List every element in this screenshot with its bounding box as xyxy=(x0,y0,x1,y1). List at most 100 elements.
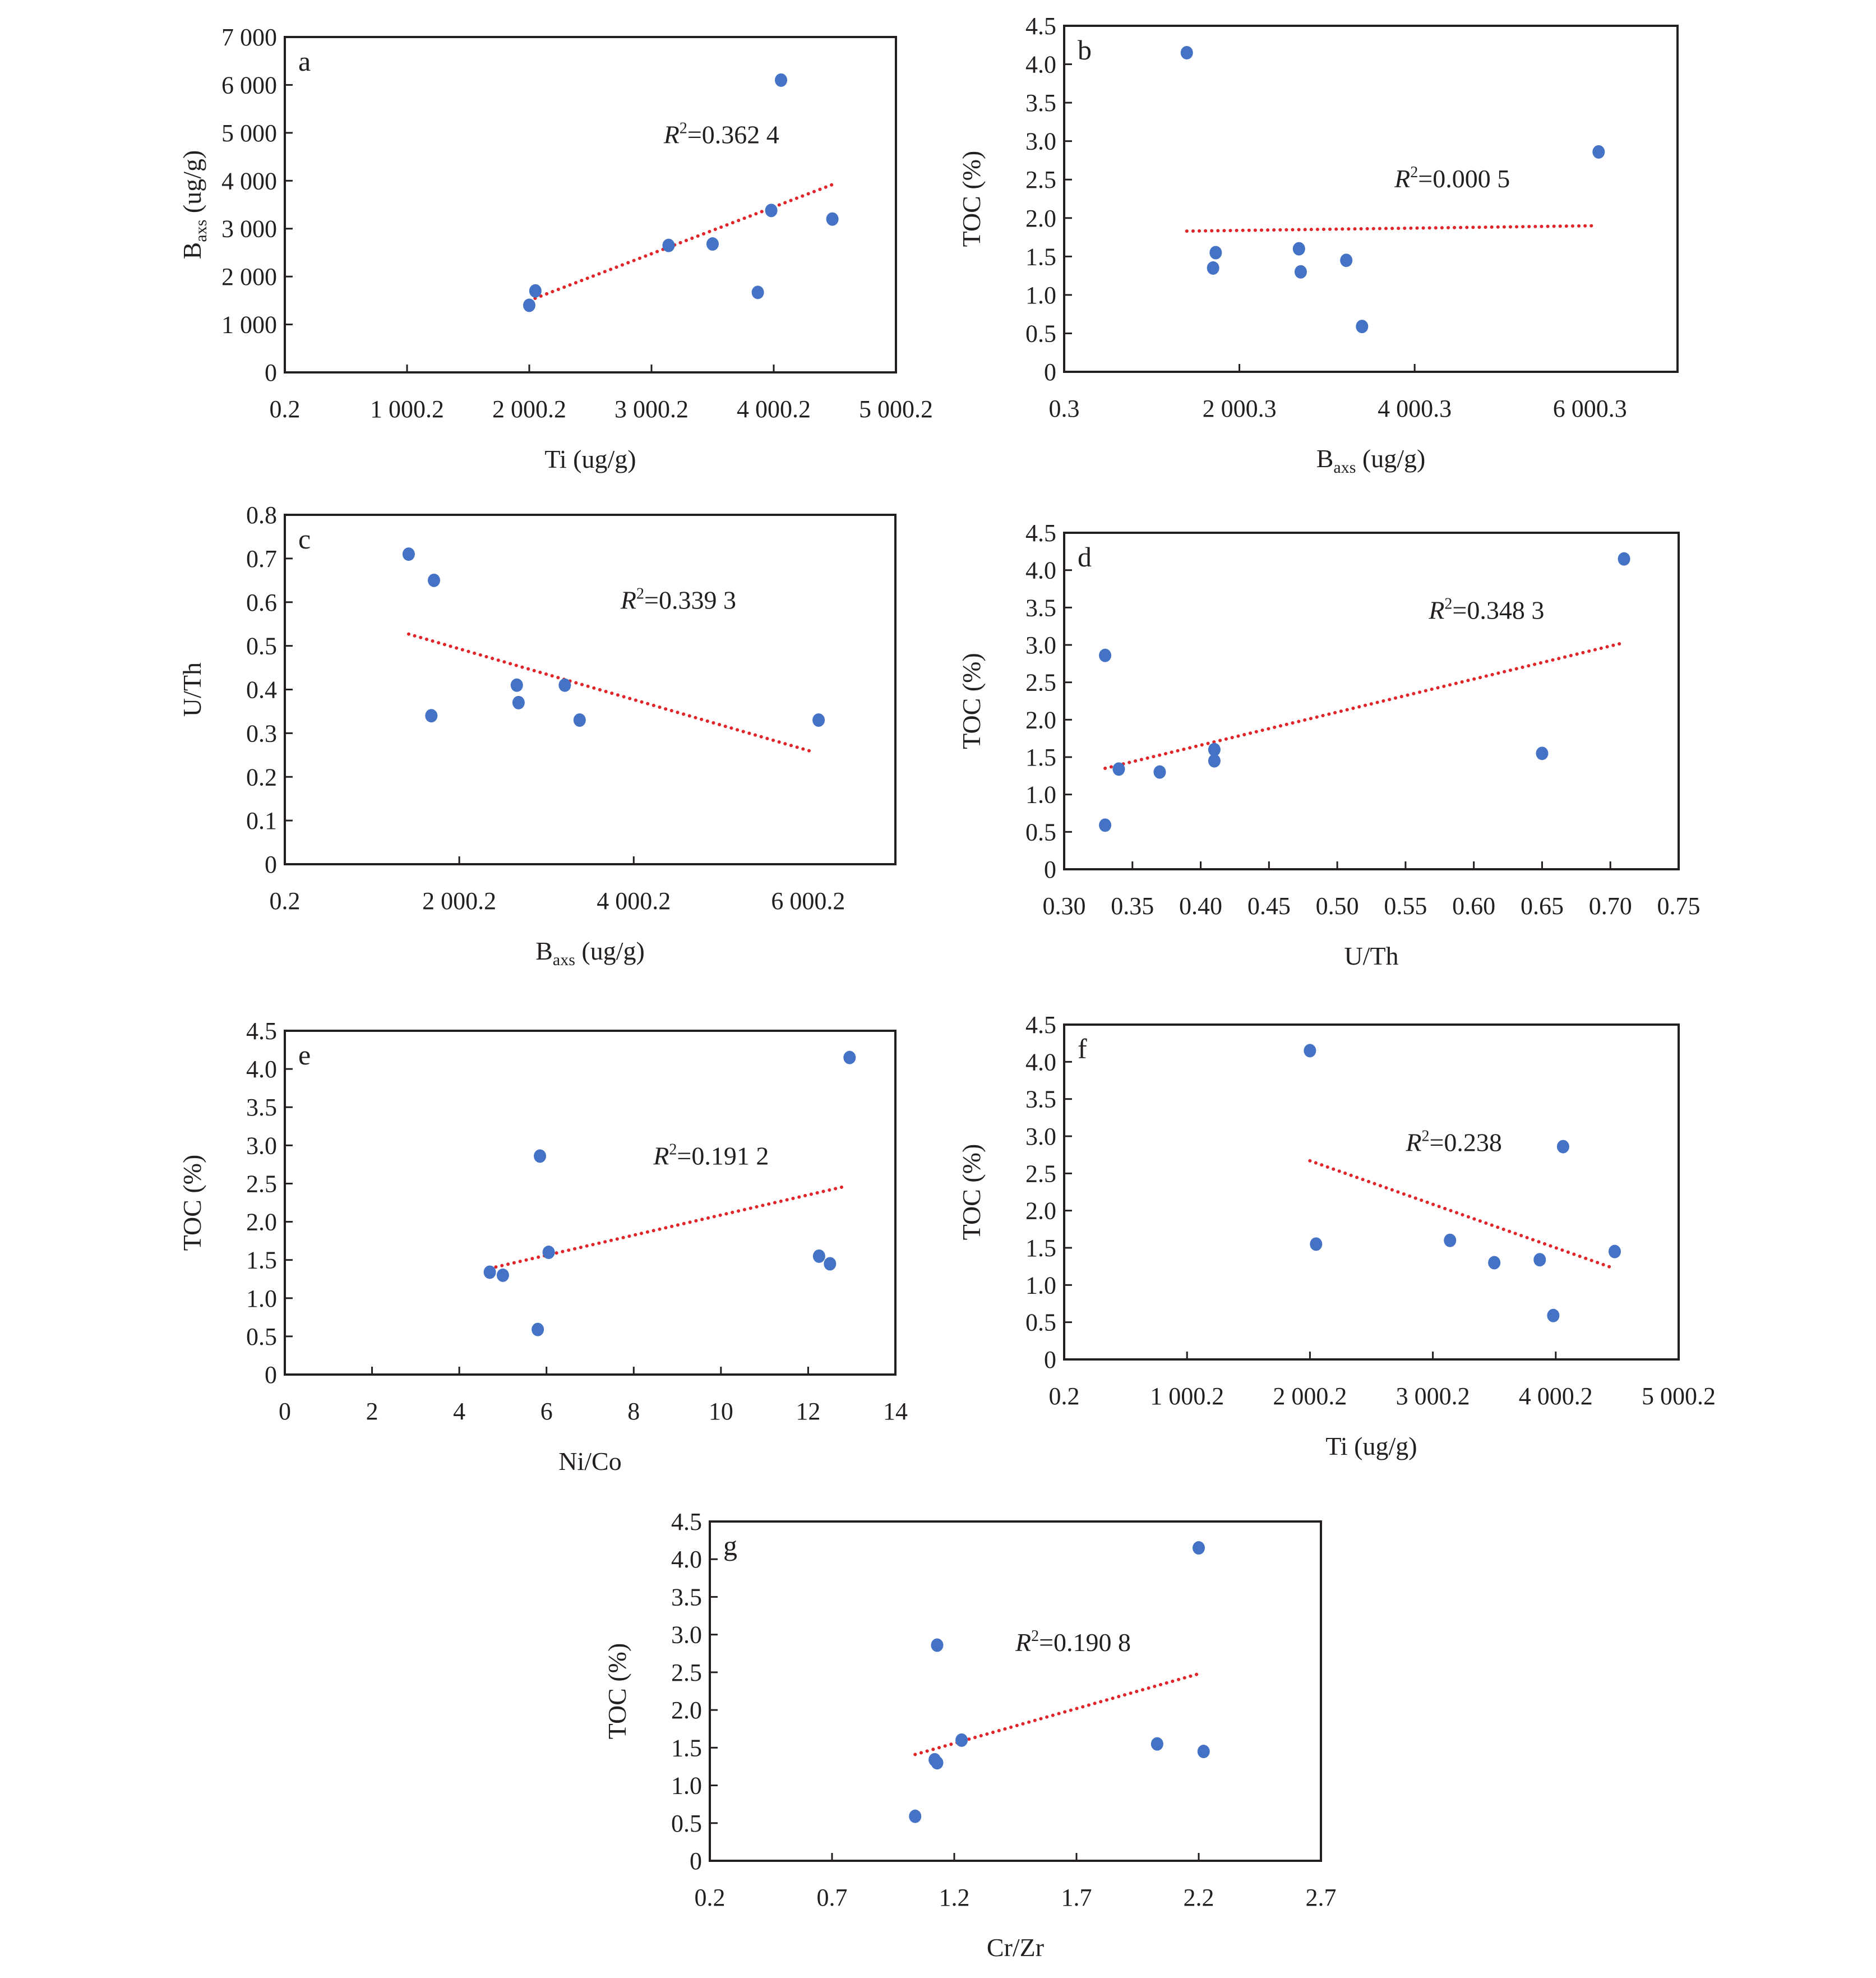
y-tick-label: 4.0 xyxy=(1025,51,1056,79)
trendline xyxy=(488,1184,849,1270)
data-point xyxy=(1556,1140,1569,1154)
data-point xyxy=(510,678,523,692)
r-superscript: 2 xyxy=(1031,1627,1039,1645)
data-point xyxy=(1592,145,1605,159)
y-axis-label: TOC (%) xyxy=(178,1155,206,1251)
r-squared-label: R2=0.238 xyxy=(1405,1128,1502,1157)
data-point xyxy=(1618,552,1630,566)
y-tick-label: 2.5 xyxy=(1025,166,1056,193)
x-tick-label: 0.2 xyxy=(270,395,301,423)
x-tick-label: 4 000.3 xyxy=(1378,395,1452,422)
data-point xyxy=(706,237,719,251)
y-tick-label: 4.0 xyxy=(1025,1048,1056,1076)
r-symbol: R xyxy=(1428,596,1444,624)
y-tick-label: 4.5 xyxy=(671,1508,702,1536)
x-tick-label: 4 000.2 xyxy=(597,887,671,915)
x-tick-label: 6 xyxy=(540,1398,553,1425)
y-tick-label: 2.0 xyxy=(1025,205,1056,232)
data-point xyxy=(751,285,764,299)
y-axis-label-units: (ug/g) xyxy=(178,150,206,220)
x-tick-label: 0.2 xyxy=(1049,1382,1080,1410)
x-axis-label: U/Th xyxy=(1344,942,1398,970)
y-tick-label: 1.5 xyxy=(246,1247,277,1274)
x-tick-label: 0.2 xyxy=(695,1884,726,1911)
x-tick-label: 2 xyxy=(366,1398,378,1425)
chart-a: 0.2 1 000.2 2 000.2 3 000.2 4 000.2 5 000.2 0 1… xyxy=(178,24,933,473)
chart-b: 0.3 2 000.3 4 000.3 6 000.3 0 0.5 1.0 1.5 2.0 2.5… xyxy=(957,12,1679,477)
y-tick-label: 3 000 xyxy=(221,215,277,243)
data-point xyxy=(1444,1233,1457,1247)
r-symbol: R xyxy=(620,585,636,614)
data-point xyxy=(765,204,778,218)
y-tick-label: 0.5 xyxy=(246,633,277,660)
r-squared-value: =0.339 3 xyxy=(644,585,736,614)
r-symbol: R xyxy=(653,1141,669,1170)
x-axis-label-units: (ug/g) xyxy=(1356,444,1425,473)
x-tick-label: 2 000.2 xyxy=(422,887,496,915)
x-tick-label: 10 xyxy=(709,1398,733,1425)
data-point xyxy=(523,298,535,312)
y-tick-label: 0.5 xyxy=(1025,1309,1056,1336)
y-tick-label: 0 xyxy=(1044,358,1056,386)
data-point xyxy=(1112,762,1125,776)
x-tick-label: 2 000.2 xyxy=(1273,1382,1347,1410)
y-axis-label: U/Th xyxy=(178,662,206,717)
r-superscript: 2 xyxy=(1410,164,1418,181)
x-tick-label: 0.75 xyxy=(1657,892,1701,920)
x-axis-label: Ti (ug/g) xyxy=(1325,1432,1417,1460)
y-tick-label: 7 000 xyxy=(221,24,277,51)
y-tick-label: 3.5 xyxy=(1025,594,1056,621)
x-tick-label: 5 000.2 xyxy=(859,395,933,423)
data-point xyxy=(1207,261,1219,275)
y-tick-label: 0 xyxy=(265,851,277,878)
r-squared-value: =0.191 2 xyxy=(677,1141,769,1170)
x-tick-label: 0.70 xyxy=(1589,892,1632,920)
trendline xyxy=(527,183,834,302)
data-point xyxy=(775,73,788,87)
y-tick-label: 1.5 xyxy=(1025,243,1056,270)
chart-c: 0.2 2 000.2 4 000.2 6 000.2 0 0.1 0.2 0.3 0.4 0.5… xyxy=(178,501,897,969)
y-tick-label: 1.5 xyxy=(1025,744,1056,771)
y-tick-label: 0 xyxy=(1044,856,1056,883)
y-axis-label: TOC (%) xyxy=(957,151,986,247)
y-tick-label: 3.0 xyxy=(1025,1123,1056,1150)
y-axis-label: Baxs (ug/g) xyxy=(178,150,210,260)
data-point xyxy=(931,1638,944,1652)
data-point xyxy=(812,713,825,727)
r-squared-value: =0.348 3 xyxy=(1452,596,1544,624)
x-tick-label: 0.40 xyxy=(1179,892,1222,920)
x-tick-label: 4 000.2 xyxy=(1519,1382,1593,1410)
data-point xyxy=(1208,743,1221,757)
panel-letter: d xyxy=(1078,541,1092,573)
r-symbol: R xyxy=(1394,164,1410,193)
y-tick-label: 3.0 xyxy=(1025,631,1056,659)
x-axis-label-main: B xyxy=(1316,444,1334,473)
plot-frame xyxy=(1063,532,1680,870)
data-point xyxy=(1209,246,1222,260)
y-tick-label: 2.0 xyxy=(1025,706,1056,734)
y-axis-label: TOC (%) xyxy=(603,1643,631,1740)
x-tick-label: 0.2 xyxy=(270,887,301,915)
y-tick-label: 1 000 xyxy=(221,311,277,339)
r-squared-value: =0.238 xyxy=(1429,1128,1501,1157)
r-squared-value: =0.362 4 xyxy=(687,121,779,149)
data-point xyxy=(573,713,586,727)
chart-f: 0.2 1 000.2 2 000.2 3 000.2 4 000.2 5 000.2 0 0… xyxy=(957,1011,1716,1460)
trendline xyxy=(1103,641,1626,770)
r-squared-label: R2=0.348 3 xyxy=(1428,595,1544,624)
r-squared-label: R2=0.000 5 xyxy=(1394,164,1510,193)
y-tick-label: 3.0 xyxy=(671,1621,702,1649)
x-tick-label: 1.2 xyxy=(939,1884,970,1911)
data-point xyxy=(496,1268,509,1282)
panel-b: 0.3 2 000.3 4 000.3 6 000.3 0 0.5 1.0 1.5 2.0 2.5… xyxy=(942,0,1876,477)
y-tick-label: 1.5 xyxy=(1025,1234,1056,1262)
r-squared-value: =0.000 5 xyxy=(1418,164,1510,193)
data-point xyxy=(843,1050,856,1064)
x-axis-label-subscript: axs xyxy=(1333,458,1356,477)
y-axis-label: TOC (%) xyxy=(957,653,986,749)
r-superscript: 2 xyxy=(669,1141,677,1158)
chart-e: 0 2 4 6 8 10 12 14 0 0.5 1.0 1.5 2.0 2.5 3.0 3.5 4.0 4.5 N… xyxy=(178,1017,908,1476)
panel-e: 0 2 4 6 8 10 12 14 0 0.5 1.0 1.5 2.0 2.5 3.0 3.5 4.0 4.5 N… xyxy=(0,993,942,1481)
r-squared-label: R2=0.339 3 xyxy=(620,585,736,614)
data-point xyxy=(512,695,525,709)
